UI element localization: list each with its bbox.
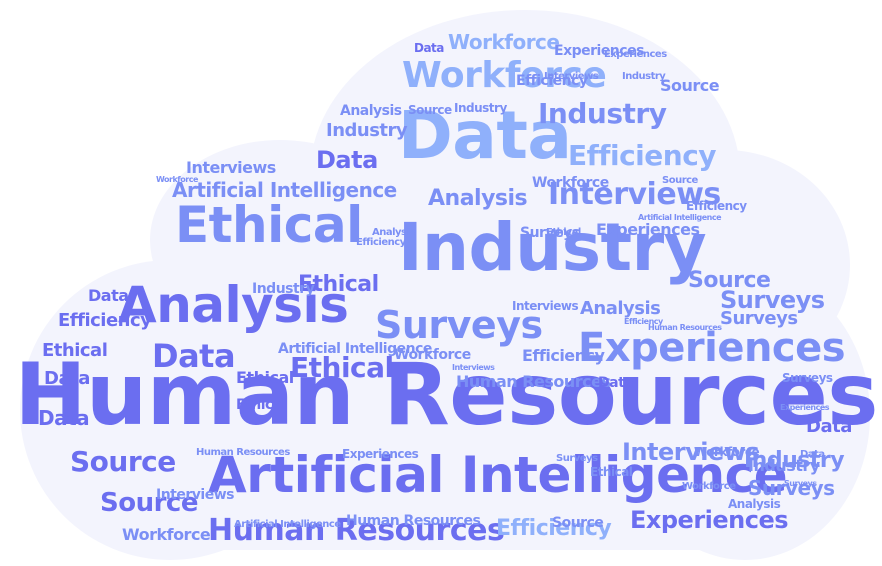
word-surveys: Surveys (748, 476, 835, 500)
word-experiences: Experiences (596, 220, 700, 239)
word-workforce: Workforce (532, 175, 609, 191)
word-efficiency: Efficiency (356, 237, 406, 248)
word-analysis: Analysis (580, 298, 661, 319)
cloud-shape-part (40, 300, 850, 550)
word-data: Data (152, 337, 236, 375)
word-data: Data (414, 41, 444, 55)
word-human-resources: Human Resources (196, 447, 290, 458)
word-experiences: Experiences (780, 403, 830, 412)
word-efficiency: Efficiency (522, 346, 605, 365)
word-interviews: Interviews (452, 363, 495, 372)
word-artificial-intelligence: Artificial Intelligence (208, 446, 788, 504)
word-workforce: Workforce (156, 175, 198, 184)
word-industry: Industry (538, 97, 667, 130)
word-workforce: Workforce (682, 481, 736, 492)
word-data: Data (800, 449, 825, 460)
word-efficiency: Efficiency (516, 73, 588, 89)
word-industry: Industry (326, 120, 408, 141)
word-workforce: Workforce (402, 55, 607, 96)
word-industry: Industry (744, 448, 845, 473)
word-source: Source (660, 76, 720, 95)
word-surveys: Surveys (720, 308, 798, 329)
word-efficiency: Efficiency (686, 199, 747, 213)
word-industry: Industry (398, 209, 707, 286)
word-data: Data (598, 375, 634, 391)
word-ethical: Ethical (236, 368, 294, 387)
word-efficiency: Efficiency (58, 310, 152, 331)
word-human-resources: Human Resources (14, 345, 879, 445)
word-human-resources: Human Resources (346, 513, 481, 529)
word-interviews: Interviews (512, 299, 579, 313)
word-industry: Industry (454, 101, 507, 115)
word-human-resources: Human Resources (648, 323, 722, 332)
word-analysis: Analysis (728, 497, 781, 511)
word-interviews: Interviews (622, 438, 760, 466)
word-interviews: Interviews (548, 177, 721, 212)
word-efficiency: Efficiency (496, 516, 612, 541)
word-artificial-intelligence: Artificial Intelligence (234, 519, 341, 530)
word-artificial-intelligence: Artificial Intelligence (278, 341, 432, 357)
word-data: Data (88, 286, 129, 305)
word-surveys: Surveys (520, 225, 580, 241)
word-ethical: Ethical (590, 465, 633, 479)
word-surveys: Surveys (784, 479, 817, 488)
word-workforce: Workforce (694, 445, 760, 459)
word-source: Source (100, 488, 198, 518)
word-interviews: Interviews (156, 487, 234, 503)
word-artificial-intelligence: Artificial Intelligence (638, 213, 722, 222)
word-experiences: Experiences (578, 325, 846, 371)
word-interviews: Interviews (186, 158, 276, 177)
word-workforce: Workforce (448, 30, 560, 54)
word-industry: Industry (252, 281, 315, 297)
word-workforce: Workforce (394, 347, 471, 363)
word-ethical: Ethical (42, 340, 108, 361)
word-workforce: Workforce (122, 525, 211, 544)
word-human-resources: Human Resources (208, 513, 505, 548)
word-efficiency: Efficiency (568, 139, 717, 172)
word-surveys: Surveys (556, 453, 598, 464)
word-ethical: Ethical (236, 397, 287, 413)
word-source: Source (552, 515, 604, 531)
word-human-resources: Human Resources (456, 372, 611, 391)
word-surveys: Surveys (375, 303, 543, 347)
word-experiences: Experiences (554, 43, 644, 59)
word-ethical: Ethical (298, 272, 379, 297)
word-source: Source (662, 175, 698, 186)
word-analysis: Analysis (340, 103, 402, 119)
word-surveys: Surveys (720, 286, 825, 314)
word-analysis: Analysis (428, 186, 528, 211)
word-interviews: Interviews (544, 71, 599, 82)
word-experiences: Experiences (342, 447, 419, 461)
word-artificial-intelligence: Artificial Intelligence (172, 178, 397, 202)
word-industry: Industry (748, 456, 820, 475)
word-ethical: Ethical (175, 196, 363, 254)
word-industry: Industry (622, 71, 666, 82)
word-analysis: Analysis (118, 276, 349, 334)
word-source: Source (688, 268, 771, 293)
word-efficiency: Efficiency (624, 317, 663, 326)
word-data: Data (316, 146, 378, 174)
word-data: Data (398, 97, 572, 174)
word-experiences: Experiences (604, 49, 667, 60)
word-ethical: Ethical (290, 351, 394, 384)
word-data: Data (806, 416, 852, 437)
word-source: Source (70, 445, 176, 478)
word-data: Data (38, 406, 90, 430)
word-ethical: Ethical (546, 227, 581, 238)
word-surveys: Surveys (782, 371, 833, 385)
word-source: Source (408, 103, 452, 117)
word-data: Data (44, 368, 90, 389)
word-experiences: Experiences (630, 506, 789, 534)
word-analysis: Analysis (372, 227, 415, 238)
